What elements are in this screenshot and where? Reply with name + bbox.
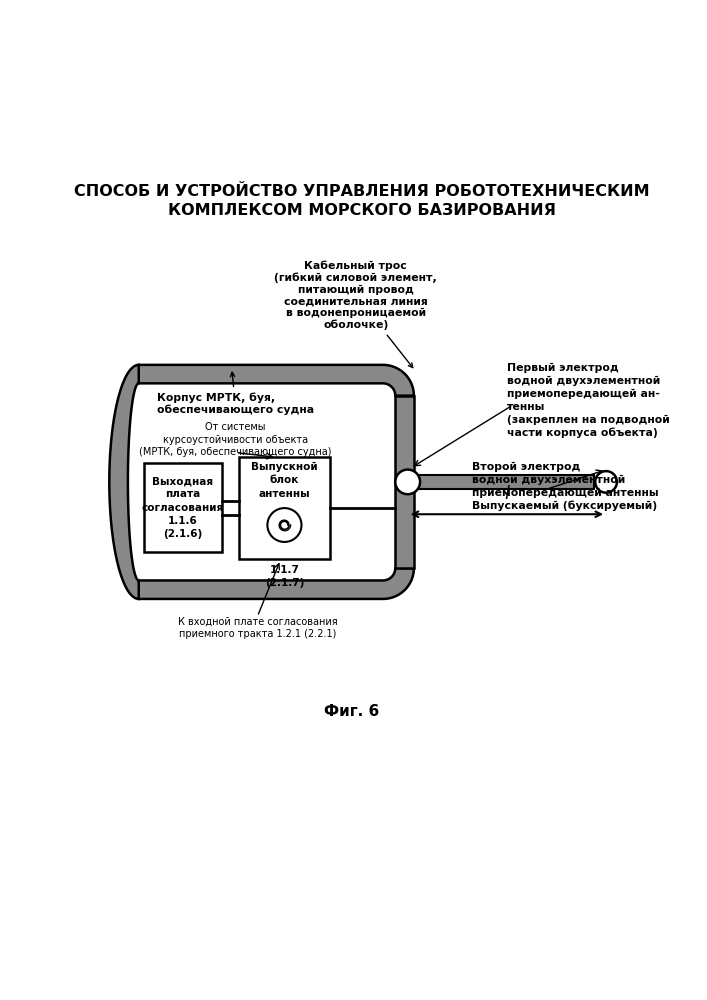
Circle shape: [595, 471, 617, 493]
Text: Выпускной
блок
антенны: Выпускной блок антенны: [251, 462, 317, 499]
Text: Кабельный трос
(гибкий силовой элемент,
питающий провод
соединительная линия
в в: Кабельный трос (гибкий силовой элемент, …: [274, 260, 437, 368]
Text: Первый электрод
водной двухэлементной
приемопередающей ан-
тенны
(закреплен на п: Первый электрод водной двухэлементной пр…: [507, 363, 670, 438]
Text: Фиг. 6: Фиг. 6: [325, 704, 380, 719]
Polygon shape: [411, 475, 594, 489]
Text: КОМПЛЕКСОМ МОРСКОГО БАЗИРОВАНИЯ: КОМПЛЕКСОМ МОРСКОГО БАЗИРОВАНИЯ: [168, 203, 556, 218]
Text: 1.1.7
(2.1.7): 1.1.7 (2.1.7): [264, 565, 304, 588]
Polygon shape: [139, 365, 414, 396]
Circle shape: [395, 470, 420, 494]
Text: Корпус МРТК, буя,
обеспечивающего судна: Корпус МРТК, буя, обеспечивающего судна: [156, 372, 314, 415]
Polygon shape: [239, 457, 330, 559]
Text: К входной плате согласования
приемного тракта 1.2.1 (2.2.1): К входной плате согласования приемного т…: [177, 617, 337, 639]
Polygon shape: [139, 568, 414, 599]
Polygon shape: [110, 365, 139, 599]
Polygon shape: [395, 396, 414, 568]
Polygon shape: [144, 463, 222, 552]
Text: Второй электрод
водной двухэлементной
приемопередающей антенны
Выпускаемый (букс: Второй электрод водной двухэлементной пр…: [472, 462, 659, 511]
Text: l: l: [504, 485, 509, 503]
Text: СПОСОБ И УСТРОЙСТВО УПРАВЛЕНИЯ РОБОТОТЕХНИЧЕСКИМ: СПОСОБ И УСТРОЙСТВО УПРАВЛЕНИЯ РОБОТОТЕХ…: [74, 184, 650, 199]
Circle shape: [267, 508, 301, 542]
Text: От системы
курсоустойчивости объекта
(МРТК, буя, обеспечивающего судна): От системы курсоустойчивости объекта (МР…: [139, 422, 332, 457]
Text: Выходная
плата
согласования
1.1.6
(2.1.6): Выходная плата согласования 1.1.6 (2.1.6…: [142, 476, 224, 539]
